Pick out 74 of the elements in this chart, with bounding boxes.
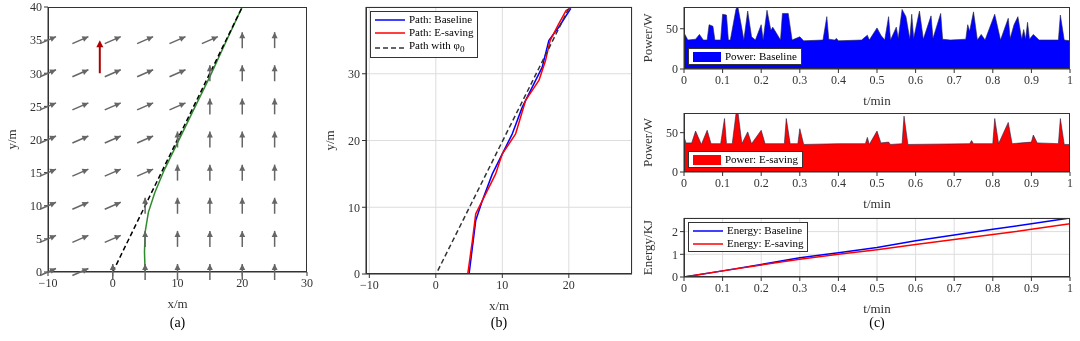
y-tick-label: 0: [672, 165, 678, 180]
legend-label: Energy: E-saving: [727, 237, 804, 250]
y-tick-label: 10: [30, 199, 42, 214]
x-tick-label: 0.6: [908, 175, 924, 190]
x-tick-label: 0.7: [946, 72, 962, 87]
y-tick-label: 35: [30, 33, 42, 48]
x-tick-label: 0.5: [869, 280, 885, 295]
y-tick-label: 50: [666, 125, 678, 140]
legend-label: Path: E-saving: [409, 26, 474, 39]
x-tick-label: 0.4: [830, 280, 846, 295]
text: (b): [489, 315, 509, 331]
x-tick-label: 0.3: [792, 280, 808, 295]
y-axis-title: y/m: [321, 130, 337, 151]
y-tick-label: 50: [666, 22, 678, 36]
y-tick-label: 40: [30, 0, 42, 15]
x-tick-label: 0.3: [792, 72, 808, 87]
x-tick-label: 20: [562, 277, 575, 292]
x-tick-label: 0.6: [908, 280, 924, 295]
x-tick-label: 0.2: [753, 175, 769, 190]
legend-box: Power: Baseline: [688, 48, 802, 65]
y-tick-label: 5: [36, 232, 42, 247]
y-axis-title: y/m: [3, 129, 19, 150]
x-tick-label: 0.7: [946, 175, 962, 190]
x-tick-label: 10: [171, 275, 184, 290]
y-axis-title: Power/W: [639, 12, 655, 63]
y-axis-title: Power/W: [639, 117, 655, 168]
x-tick-label: 1: [1067, 175, 1073, 190]
x-axis-title: t/min: [863, 93, 892, 108]
x-tick-label: 1: [1067, 72, 1073, 87]
x-axis-title: x/m: [167, 296, 188, 311]
x-tick-label: 0.8: [985, 72, 1001, 87]
x-tick-label: 0.3: [792, 175, 808, 190]
x-tick-label: 0.9: [1023, 72, 1039, 87]
y-tick-label: 10: [348, 200, 360, 215]
text: (a): [168, 315, 187, 331]
x-tick-label: 0.4: [830, 175, 846, 190]
y-tick-label: 0: [672, 62, 678, 77]
x-tick-label: 0.9: [1023, 280, 1039, 295]
x-tick-label: −10: [359, 277, 379, 292]
x-tick-label: 0.1: [715, 280, 731, 295]
legend-label: Path: Baseline: [409, 13, 473, 26]
x-tick-label: 0.8: [985, 175, 1001, 190]
x-axis-title: x/m: [488, 298, 510, 313]
y-tick-label: 25: [30, 99, 42, 114]
y-tick-label: 20: [348, 133, 360, 148]
y-tick-label: 15: [30, 165, 42, 180]
x-tick-label: 0.7: [946, 280, 962, 295]
x-axis-title: t/min: [863, 301, 892, 316]
x-tick-label: 0.6: [908, 72, 924, 87]
x-tick-label: 0.9: [1023, 175, 1039, 190]
x-tick-label: 0.1: [715, 72, 731, 87]
x-tick-label: 30: [301, 275, 313, 290]
text: (c): [868, 315, 886, 331]
x-tick-label: 0.2: [753, 72, 769, 87]
x-tick-label: 1: [1067, 280, 1073, 295]
x-tick-label: 20: [236, 275, 249, 290]
x-tick-label: 10: [496, 277, 509, 292]
x-tick-label: 0: [432, 277, 439, 292]
x-tick-label: 0.1: [715, 175, 731, 190]
legend-box: Power: E-saving: [688, 151, 803, 168]
y-tick-label: 2: [672, 224, 678, 239]
legend-label: Power: Baseline: [725, 50, 797, 63]
x-tick-label: 0.2: [753, 280, 769, 295]
x-tick-label: 0.8: [985, 280, 1001, 295]
y-tick-label: 20: [30, 132, 42, 147]
series-label: Power: E-saving: [725, 153, 799, 166]
x-tick-label: 0.5: [869, 175, 885, 190]
legend-label: Energy: Baseline: [727, 224, 803, 237]
y-axis-title: Energy/KJ: [639, 219, 655, 276]
x-axis-title: t/min: [863, 196, 892, 211]
x-tick-label: 0.4: [830, 72, 846, 87]
y-tick-label: 1: [672, 247, 678, 262]
legend-label: Path with φ$_{0}$: [409, 39, 465, 57]
x-tick-label: 0.5: [869, 72, 885, 87]
